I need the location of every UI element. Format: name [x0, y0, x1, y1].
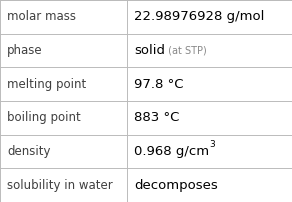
Text: molar mass: molar mass [7, 10, 76, 23]
Text: decomposes: decomposes [134, 179, 218, 192]
Text: boiling point: boiling point [7, 111, 81, 124]
Text: 22.98976928 g/mol: 22.98976928 g/mol [134, 10, 265, 23]
Text: solubility in water: solubility in water [7, 179, 113, 192]
Text: density: density [7, 145, 51, 158]
Text: 883 °C: 883 °C [134, 111, 180, 124]
Text: 3: 3 [209, 140, 215, 149]
Text: melting point: melting point [7, 78, 86, 91]
Text: 0.968 g/cm: 0.968 g/cm [134, 145, 209, 158]
Text: solid: solid [134, 44, 165, 57]
Text: phase: phase [7, 44, 43, 57]
Text: 97.8 °C: 97.8 °C [134, 78, 184, 91]
Text: (at STP): (at STP) [165, 45, 207, 56]
